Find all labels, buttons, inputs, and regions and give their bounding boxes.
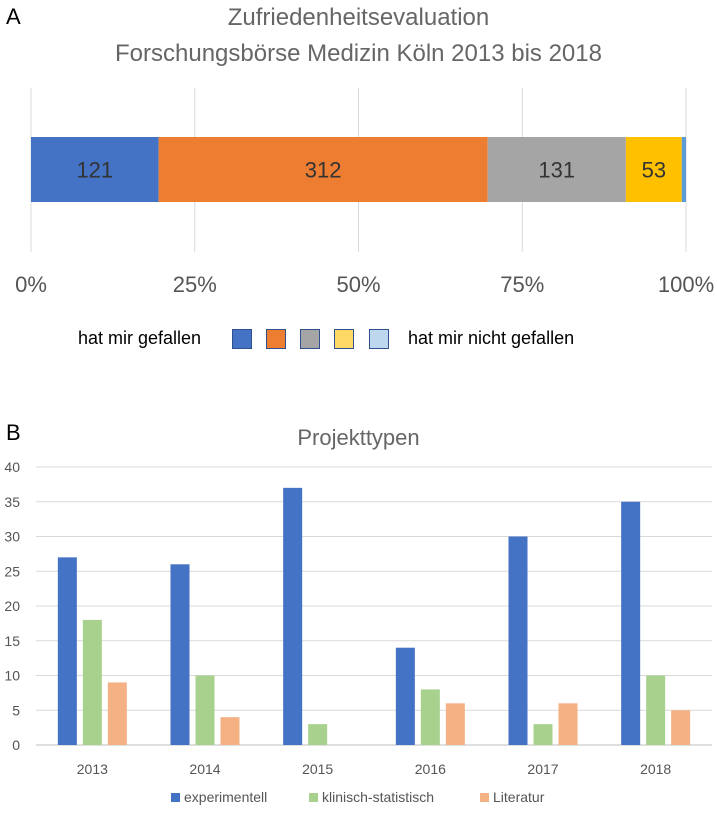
x-tick-label: 2015 xyxy=(302,761,333,777)
bar xyxy=(82,619,102,745)
legend-swatch xyxy=(232,329,252,349)
legend-right-text: hat mir nicht gefallen xyxy=(408,328,575,348)
bar xyxy=(671,710,691,745)
panel-b-label: B xyxy=(6,420,21,445)
segment-value-label: 131 xyxy=(538,158,575,183)
x-tick-label: 2017 xyxy=(527,761,558,777)
bar xyxy=(170,564,190,745)
legend-swatch xyxy=(171,793,180,802)
panel-a-label: A xyxy=(6,4,21,29)
x-tick-label: 0% xyxy=(15,272,47,297)
legend-label: experimentell xyxy=(184,789,267,805)
bar-segment xyxy=(625,137,682,202)
y-tick-label: 15 xyxy=(4,633,20,649)
legend-swatch xyxy=(480,793,489,802)
bar xyxy=(308,724,328,745)
legend-swatch xyxy=(369,329,389,349)
bar xyxy=(195,675,215,745)
bar xyxy=(220,717,240,745)
legend-label: Literatur xyxy=(493,789,545,805)
chart-b-title: Projekttypen xyxy=(297,425,420,450)
bar xyxy=(508,536,528,745)
legend-swatch xyxy=(300,329,320,349)
segment-value-label: 53 xyxy=(642,158,666,183)
bar xyxy=(558,703,578,745)
x-tick-label: 100% xyxy=(658,272,714,297)
bar-segment xyxy=(158,137,488,202)
bar xyxy=(395,647,415,745)
y-tick-label: 10 xyxy=(4,668,20,684)
bar-segment xyxy=(681,137,686,202)
legend-swatch xyxy=(309,793,318,802)
bar xyxy=(533,724,553,745)
stacked-bar-chart: 0% 25% 50% 75% 100% 121 312 131 53 xyxy=(15,88,714,297)
bar xyxy=(445,703,465,745)
x-tick-label: 2013 xyxy=(77,761,108,777)
x-tick-label: 2014 xyxy=(189,761,220,777)
chart-a-title-line1: Zufriedenheitsevaluation xyxy=(227,4,490,31)
bar xyxy=(420,689,440,745)
y-tick-label: 40 xyxy=(4,459,20,475)
bar xyxy=(107,682,127,745)
legend-swatch xyxy=(334,329,354,349)
x-tick-label: 2018 xyxy=(640,761,671,777)
y-tick-label: 30 xyxy=(4,529,20,545)
y-tick-label: 0 xyxy=(12,737,20,753)
legend-swatch xyxy=(266,329,286,349)
legend-left-text: hat mir gefallen xyxy=(78,328,202,348)
bar xyxy=(283,487,303,745)
bar-segment xyxy=(487,137,626,202)
segment-value-label: 312 xyxy=(305,158,342,183)
y-tick-label: 5 xyxy=(12,702,20,718)
x-tick-label: 50% xyxy=(336,272,380,297)
bar xyxy=(57,557,77,745)
legend-label: klinisch-statistisch xyxy=(322,789,434,805)
y-tick-label: 35 xyxy=(4,494,20,510)
x-tick-label: 2016 xyxy=(415,761,446,777)
bar-segment xyxy=(31,137,159,202)
bar xyxy=(621,501,641,745)
segment-value-label: 121 xyxy=(76,158,113,183)
chart-a-title-line2: Forschungsbörse Medizin Köln 2013 bis 20… xyxy=(115,40,602,67)
x-tick-label: 75% xyxy=(500,272,544,297)
bar xyxy=(646,675,666,745)
y-tick-label: 20 xyxy=(4,598,20,614)
y-tick-label: 25 xyxy=(4,563,20,579)
x-tick-label: 25% xyxy=(173,272,217,297)
